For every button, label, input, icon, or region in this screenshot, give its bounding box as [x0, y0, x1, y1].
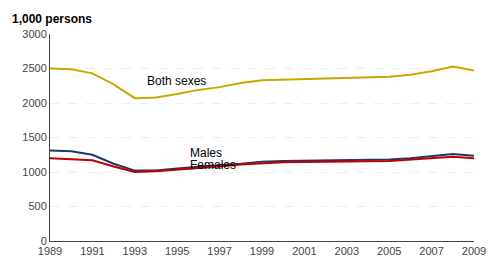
svg-text:1999: 1999 — [250, 245, 274, 257]
svg-text:Both sexes: Both sexes — [147, 74, 206, 88]
svg-text:1995: 1995 — [165, 245, 189, 257]
svg-text:1991: 1991 — [80, 245, 104, 257]
svg-text:2500: 2500 — [22, 62, 46, 74]
svg-text:1993: 1993 — [123, 245, 147, 257]
svg-text:3000: 3000 — [22, 28, 46, 40]
svg-text:2003: 2003 — [335, 245, 359, 257]
svg-text:2009: 2009 — [462, 245, 486, 257]
svg-text:Females: Females — [190, 158, 236, 172]
svg-text:1989: 1989 — [38, 245, 62, 257]
svg-text:Males: Males — [190, 146, 222, 160]
svg-text:2007: 2007 — [419, 245, 443, 257]
svg-text:1,000 persons: 1,000 persons — [12, 12, 92, 26]
svg-text:2000: 2000 — [22, 97, 46, 109]
svg-text:2001: 2001 — [292, 245, 316, 257]
svg-text:500: 500 — [28, 200, 46, 212]
svg-text:1500: 1500 — [22, 131, 46, 143]
svg-text:1997: 1997 — [207, 245, 231, 257]
svg-text:0: 0 — [41, 235, 47, 247]
svg-text:2005: 2005 — [377, 245, 401, 257]
svg-text:1000: 1000 — [22, 166, 46, 178]
